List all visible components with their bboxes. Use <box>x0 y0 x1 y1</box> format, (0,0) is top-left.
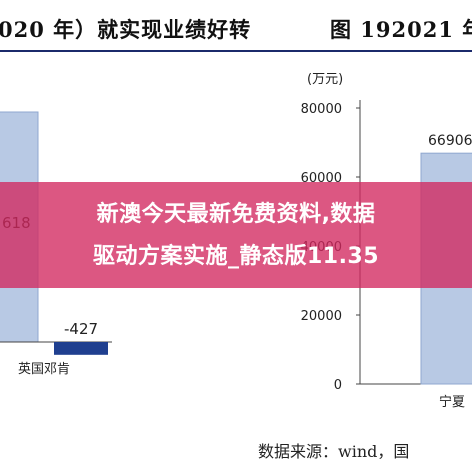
overlay-line-2: 驱动方案实施_静态版11.35 <box>92 244 380 269</box>
left-negative-value-label: -427 <box>64 320 98 338</box>
source-note: 数据来源：wind，国 <box>258 442 410 461</box>
right-chart-title: 图 192021 年 <box>330 17 472 42</box>
promo-overlay-banner: 新澳今天最新免费资料,数据 驱动方案实施_静态版11.35 <box>0 182 472 288</box>
header: 020 年）就实现业绩好转 图 192021 年 <box>0 0 472 52</box>
right-y-tick-label: 0 <box>334 378 342 393</box>
right-y-tick-label: 80000 <box>301 102 342 117</box>
left-negative-bar <box>54 342 108 355</box>
right-y-tick-label: 20000 <box>301 309 342 324</box>
header-rule <box>0 50 472 52</box>
left-chart-title: 020 年）就实现业绩好转 <box>0 17 252 42</box>
right-bar-value-label: 66906 <box>428 133 472 149</box>
left-category-label: 英国邓肯 <box>18 362 70 377</box>
y-axis-unit-label: (万元) <box>307 72 344 87</box>
overlay-line-1: 新澳今天最新免费资料,数据 <box>96 202 376 227</box>
right-category-label: 宁夏 <box>439 394 465 410</box>
